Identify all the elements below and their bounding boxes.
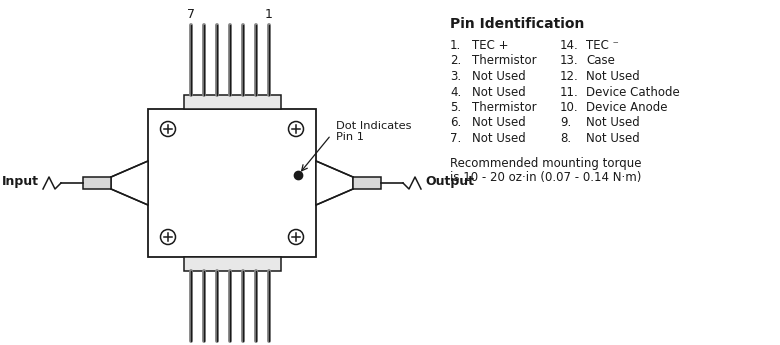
Text: 1.: 1. (450, 39, 461, 52)
Text: 7.: 7. (450, 132, 461, 145)
Text: Output: Output (425, 175, 474, 187)
Text: Pin 1: Pin 1 (336, 132, 364, 142)
Circle shape (161, 121, 176, 137)
Text: 8.: 8. (560, 132, 571, 145)
Text: 14.: 14. (560, 39, 579, 52)
Text: Dot Indicates: Dot Indicates (336, 121, 412, 131)
Text: Not Used: Not Used (472, 86, 526, 99)
Bar (83, 177, 111, 189)
Text: TEC +: TEC + (472, 39, 509, 52)
Text: Not Used: Not Used (472, 117, 526, 129)
Text: 11.: 11. (560, 86, 579, 99)
Circle shape (289, 229, 303, 245)
Bar (183, 257, 281, 271)
Text: 3.: 3. (450, 70, 461, 83)
Text: Device Anode: Device Anode (586, 101, 668, 114)
Text: 13.: 13. (560, 55, 579, 68)
Bar (353, 177, 381, 189)
Circle shape (289, 121, 303, 137)
Text: Input: Input (2, 175, 39, 187)
Text: 2.: 2. (450, 55, 461, 68)
Polygon shape (111, 161, 148, 205)
Circle shape (161, 229, 176, 245)
Text: Not Used: Not Used (472, 132, 526, 145)
Text: is 10 - 20 oz·in (0.07 - 0.14 N·m): is 10 - 20 oz·in (0.07 - 0.14 N·m) (450, 171, 641, 185)
Text: 1: 1 (264, 8, 272, 21)
Text: 6.: 6. (450, 117, 461, 129)
Text: 9.: 9. (560, 117, 571, 129)
Text: Not Used: Not Used (586, 117, 640, 129)
Text: 7: 7 (186, 8, 194, 21)
Text: 10.: 10. (560, 101, 579, 114)
Text: 5.: 5. (450, 101, 461, 114)
Text: 4.: 4. (450, 86, 461, 99)
Text: Pin Identification: Pin Identification (450, 17, 584, 31)
Text: Not Used: Not Used (472, 70, 526, 83)
Text: TEC ⁻: TEC ⁻ (586, 39, 619, 52)
Bar (183, 95, 281, 109)
Polygon shape (316, 161, 353, 205)
Text: Device Cathode: Device Cathode (586, 86, 679, 99)
Bar (148, 109, 316, 257)
Text: Case: Case (586, 55, 615, 68)
Text: Thermistor: Thermistor (472, 101, 537, 114)
Text: Thermistor: Thermistor (472, 55, 537, 68)
Text: 12.: 12. (560, 70, 579, 83)
Text: Not Used: Not Used (586, 132, 640, 145)
Text: Recommended mounting torque: Recommended mounting torque (450, 158, 641, 170)
Text: Not Used: Not Used (586, 70, 640, 83)
